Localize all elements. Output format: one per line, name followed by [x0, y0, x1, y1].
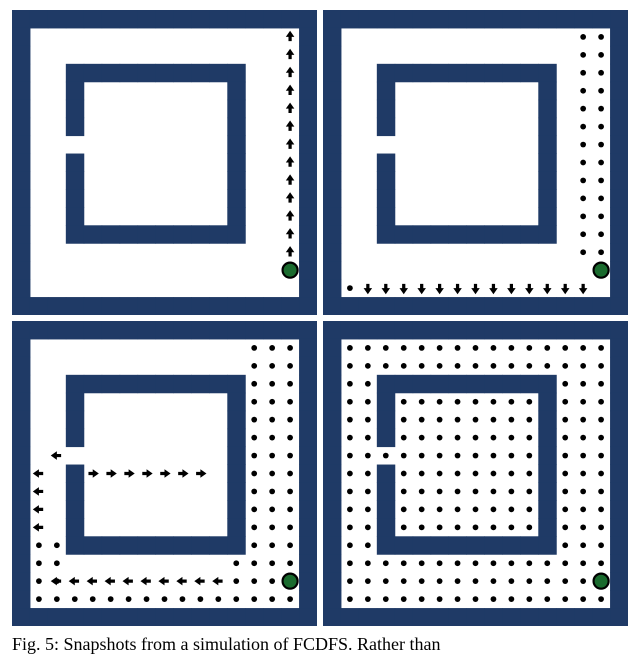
panels-grid	[12, 10, 628, 626]
panel-tr	[323, 10, 628, 315]
panel-br	[323, 321, 628, 626]
figure-caption: Fig. 5: Snapshots from a simulation of F…	[12, 634, 628, 656]
panel-tl	[12, 10, 317, 315]
figure-5: Fig. 5: Snapshots from a simulation of F…	[0, 0, 640, 656]
caption-prefix: Fig. 5:	[12, 634, 64, 654]
caption-text: Snapshots from a simulation of FCDFS. Ra…	[64, 634, 441, 654]
panel-bl	[12, 321, 317, 626]
